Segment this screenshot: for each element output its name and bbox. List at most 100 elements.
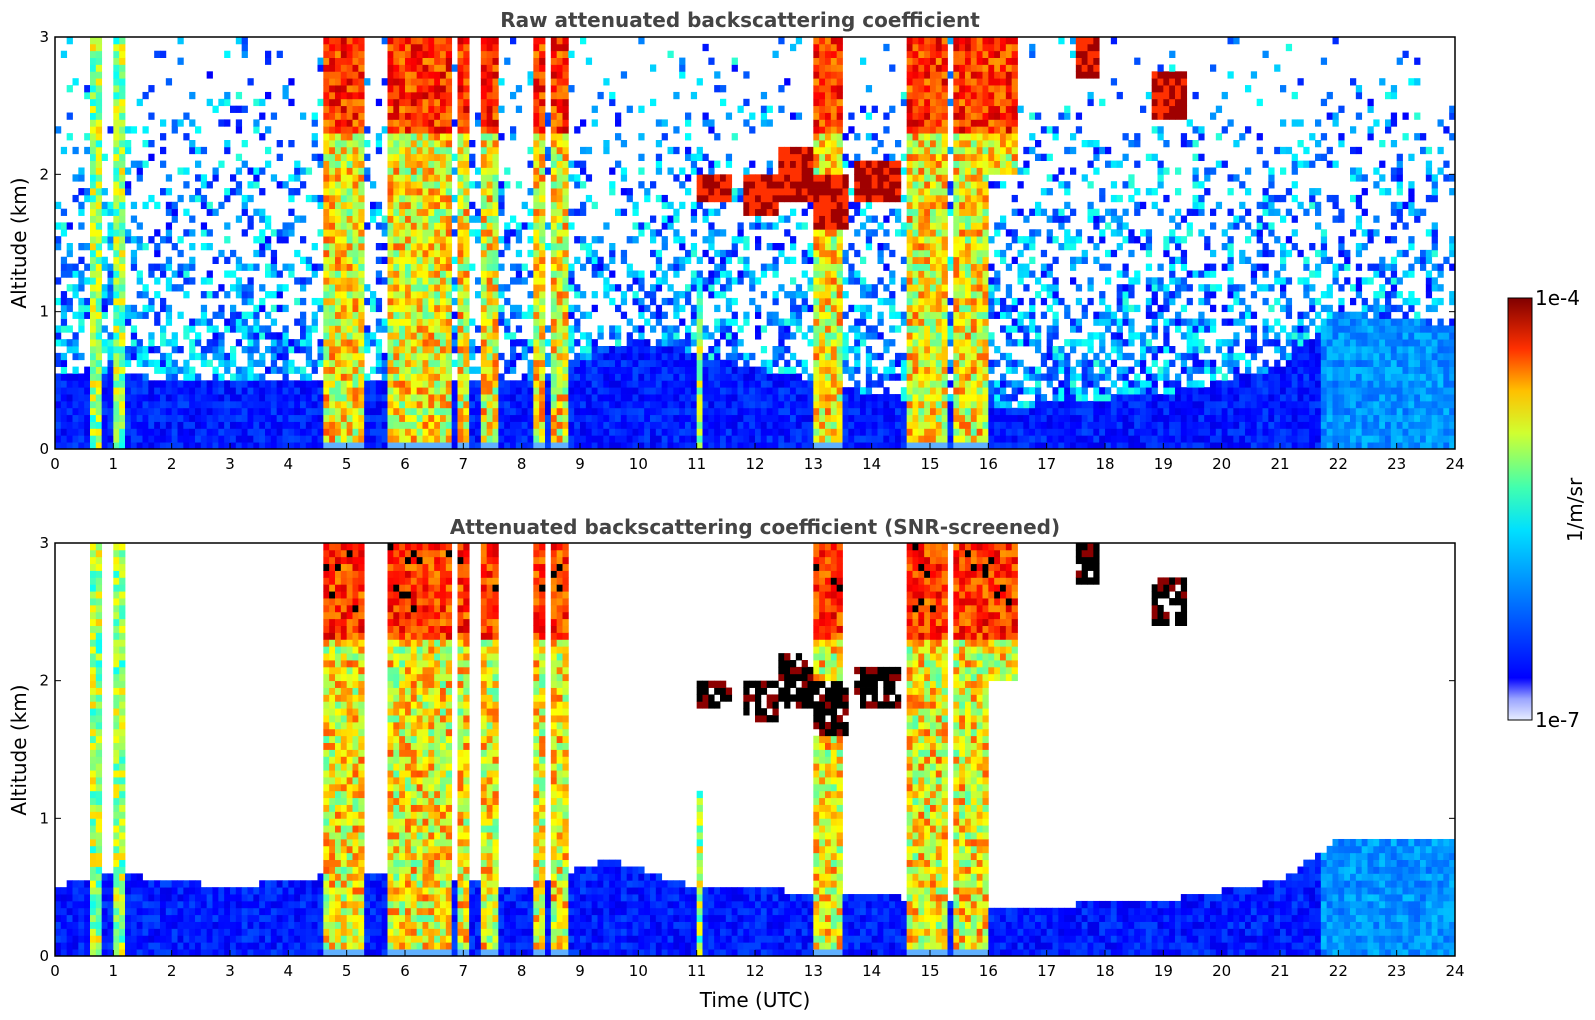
heatmap-cell: [387, 387, 394, 395]
heatmap-cell: [766, 311, 773, 319]
heatmap-cell: [78, 435, 85, 443]
heatmap-cell: [440, 78, 447, 86]
heatmap-cell: [457, 359, 464, 367]
heatmap-cell: [836, 400, 843, 409]
heatmap-cell: [801, 256, 808, 264]
heatmap-cell: [743, 194, 750, 203]
heatmap-cell: [784, 174, 791, 182]
heatmap-cell: [650, 421, 657, 429]
heatmap-cell: [329, 421, 336, 429]
heatmap-cell: [813, 435, 820, 443]
heatmap-cell: [556, 270, 563, 278]
heatmap-cell: [381, 380, 388, 388]
heatmap-cell: [580, 119, 587, 127]
heatmap-cell: [148, 421, 155, 429]
heatmap-cell: [335, 37, 342, 45]
heatmap-cell: [136, 167, 143, 175]
heatmap-cell: [830, 407, 838, 416]
heatmap-cell: [195, 188, 202, 196]
heatmap-cell: [101, 373, 108, 381]
heatmap-cell: [282, 400, 289, 409]
heatmap-cell: [545, 387, 552, 395]
heatmap-cell: [778, 407, 785, 416]
heatmap-cell: [860, 167, 867, 175]
heatmap-cell: [790, 352, 797, 361]
heatmap-cell: [574, 339, 581, 347]
heatmap-cell: [160, 428, 167, 436]
heatmap-cell: [469, 380, 476, 388]
heatmap-cell: [323, 442, 330, 450]
heatmap-cell: [854, 428, 861, 436]
heatmap-cell: [690, 407, 698, 416]
heatmap-cell: [364, 442, 371, 450]
heatmap-cell: [801, 249, 808, 258]
heatmap-cell: [731, 428, 738, 436]
heatmap-cell: [113, 394, 120, 402]
heatmap-cell: [731, 421, 738, 429]
heatmap-cell: [702, 407, 709, 416]
heatmap-cell: [160, 366, 167, 374]
heatmap-cell: [731, 387, 738, 395]
heatmap-cell: [165, 435, 173, 443]
heatmap-cell: [183, 291, 190, 299]
heatmap-cell: [288, 78, 295, 86]
heatmap-cell: [679, 167, 686, 175]
heatmap-cell: [480, 249, 488, 258]
heatmap-cell: [428, 435, 435, 443]
heatmap-cell: [463, 318, 470, 326]
heatmap-cell: [644, 414, 651, 422]
heatmap-cell: [95, 50, 103, 58]
heatmap-cell: [720, 270, 727, 278]
heatmap-cell: [539, 304, 546, 313]
heatmap-cell: [346, 194, 353, 203]
heatmap-cell: [445, 311, 453, 319]
heatmap-cell: [463, 311, 470, 319]
heatmap-cell: [515, 222, 523, 230]
heatmap-cell: [399, 43, 406, 52]
heatmap-cell: [148, 140, 155, 148]
heatmap-cell: [696, 146, 703, 155]
heatmap-cell: [340, 236, 348, 244]
heatmap-cell: [352, 400, 359, 409]
heatmap-cell: [410, 318, 418, 326]
heatmap-cell: [731, 359, 738, 367]
heatmap-cell: [113, 311, 120, 319]
heatmap-cell: [720, 188, 727, 196]
heatmap-cell: [457, 304, 464, 313]
heatmap-cell: [521, 263, 528, 271]
heatmap-cell: [130, 380, 138, 388]
heatmap-cell: [825, 428, 832, 436]
heatmap-cell: [95, 119, 103, 127]
heatmap-cell: [848, 270, 855, 278]
heatmap-cell: [778, 284, 785, 292]
heatmap-cell: [749, 297, 756, 306]
heatmap-cell: [562, 194, 569, 203]
heatmap-cell: [346, 105, 353, 113]
heatmap-cell: [486, 332, 493, 340]
heatmap-cell: [807, 194, 814, 203]
heatmap-cell: [539, 153, 546, 161]
heatmap-cell: [323, 126, 330, 134]
heatmap-cell: [335, 153, 342, 161]
heatmap-cell: [84, 263, 91, 271]
heatmap-cell: [428, 318, 435, 326]
heatmap-cell: [533, 160, 540, 168]
heatmap-cell: [854, 201, 861, 210]
heatmap-cell: [836, 366, 843, 374]
heatmap-cell: [480, 201, 488, 210]
heatmap-cell: [346, 167, 353, 175]
heatmap-cell: [451, 346, 458, 354]
heatmap-cell: [352, 270, 359, 278]
heatmap-cell: [650, 407, 657, 416]
heatmap-cell: [650, 229, 657, 237]
heatmap-cell: [836, 167, 843, 175]
heatmap-cell: [358, 339, 365, 347]
heatmap-cell: [445, 188, 453, 196]
heatmap-cell: [749, 126, 756, 134]
heatmap-cell: [620, 140, 628, 148]
heatmap-cell: [486, 181, 493, 189]
heatmap-cell: [428, 236, 435, 244]
heatmap-cell: [142, 352, 149, 361]
heatmap-cell: [364, 297, 371, 306]
heatmap-cell: [533, 208, 540, 216]
